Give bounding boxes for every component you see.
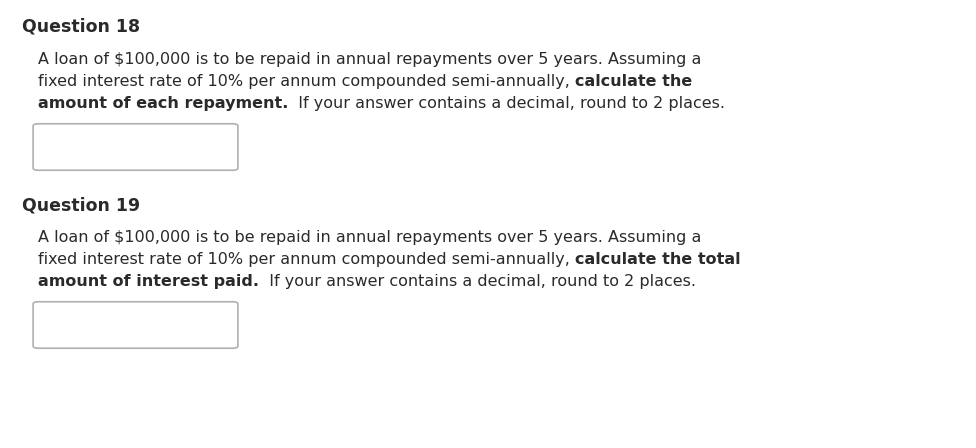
Text: A loan of $100,000 is to be repaid in annual repayments over 5 years. Assuming a: A loan of $100,000 is to be repaid in an… [38, 52, 702, 67]
Text: If your answer contains a decimal, round to 2 places.: If your answer contains a decimal, round… [259, 274, 696, 289]
Text: calculate the total: calculate the total [575, 252, 741, 267]
Text: Question 19: Question 19 [22, 196, 141, 214]
Text: Question 18: Question 18 [22, 18, 141, 36]
Text: fixed interest rate of 10% per annum compounded semi-annually,: fixed interest rate of 10% per annum com… [38, 252, 575, 267]
Text: If your answer contains a decimal, round to 2 places.: If your answer contains a decimal, round… [288, 96, 725, 111]
Text: amount of interest paid.: amount of interest paid. [38, 274, 259, 289]
Text: A loan of $100,000 is to be repaid in annual repayments over 5 years. Assuming a: A loan of $100,000 is to be repaid in an… [38, 230, 702, 245]
Text: amount of each repayment.: amount of each repayment. [38, 96, 288, 111]
Text: fixed interest rate of 10% per annum compounded semi-annually,: fixed interest rate of 10% per annum com… [38, 74, 575, 89]
Text: calculate the: calculate the [575, 74, 692, 89]
